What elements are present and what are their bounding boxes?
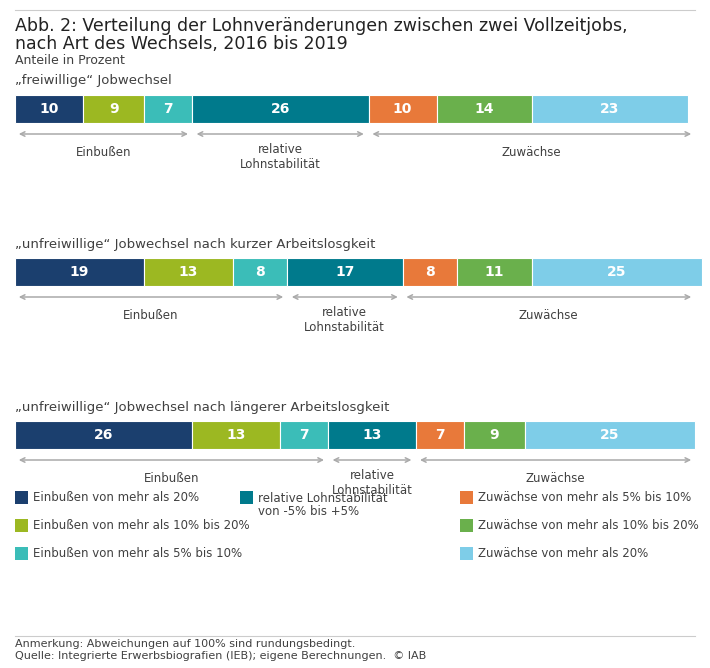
Text: 25: 25 [607,265,626,279]
Text: 8: 8 [255,265,265,279]
Text: 7: 7 [163,102,173,116]
Text: 13: 13 [362,428,382,442]
Bar [532,258,701,286]
Text: 13: 13 [179,265,198,279]
Bar [144,95,192,123]
Text: relative Lohnstabilität: relative Lohnstabilität [258,492,388,505]
Bar [83,95,144,123]
Text: 25: 25 [600,428,620,442]
Text: Einbußen von mehr als 5% bis 10%: Einbußen von mehr als 5% bis 10% [33,547,242,560]
Text: 11: 11 [485,265,504,279]
Text: Quelle: Integrierte Erwerbsbiografien (IEB); eigene Berechnungen.  © IAB: Quelle: Integrierte Erwerbsbiografien (I… [15,651,426,661]
Text: relative
Lohnstabilität: relative Lohnstabilität [332,469,413,497]
Bar [437,95,532,123]
Bar [287,258,403,286]
Bar [15,258,144,286]
Text: Anteile in Prozent: Anteile in Prozent [15,54,125,67]
Text: Abb. 2: Verteilung der Lohnveränderungen zwischen zwei Vollzeitjobs,: Abb. 2: Verteilung der Lohnveränderungen… [15,17,628,35]
Text: Zuwächse: Zuwächse [526,472,586,485]
Bar [192,421,280,449]
Text: 10: 10 [393,102,413,116]
Text: Zuwächse von mehr als 10% bis 20%: Zuwächse von mehr als 10% bis 20% [478,519,699,532]
Text: Einbußen: Einbußen [76,146,131,159]
Text: Anmerkung: Abweichungen auf 100% sind rundungsbedingt.: Anmerkung: Abweichungen auf 100% sind ru… [15,639,356,649]
Bar [460,491,473,504]
Bar [416,421,464,449]
Bar [15,95,83,123]
Text: „freiwillige“ Jobwechsel: „freiwillige“ Jobwechsel [15,74,172,87]
Bar [460,547,473,560]
Bar [144,258,233,286]
Bar [368,95,437,123]
Text: relative
Lohnstabilität: relative Lohnstabilität [305,306,386,334]
Text: relative
Lohnstabilität: relative Lohnstabilität [240,143,321,171]
Bar [240,491,253,504]
Bar [460,519,473,532]
Bar [464,421,525,449]
Bar [525,421,695,449]
Text: 23: 23 [601,102,620,116]
Bar [457,258,532,286]
Text: 26: 26 [271,102,290,116]
Text: „unfreiwillige“ Jobwechsel nach kurzer Arbeitslosgkeit: „unfreiwillige“ Jobwechsel nach kurzer A… [15,238,376,251]
Text: Einbußen: Einbußen [124,309,179,322]
Text: Zuwächse: Zuwächse [502,146,562,159]
Bar [280,421,328,449]
Text: 7: 7 [435,428,444,442]
Text: Zuwächse: Zuwächse [519,309,579,322]
Text: 9: 9 [109,102,119,116]
Text: nach Art des Wechsels, 2016 bis 2019: nach Art des Wechsels, 2016 bis 2019 [15,35,348,53]
Text: Zuwächse von mehr als 5% bis 10%: Zuwächse von mehr als 5% bis 10% [478,491,692,504]
Text: 17: 17 [335,265,354,279]
Text: „unfreiwillige“ Jobwechsel nach längerer Arbeitslosgkeit: „unfreiwillige“ Jobwechsel nach längerer… [15,401,389,414]
Bar [192,95,368,123]
Bar [532,95,688,123]
Text: 8: 8 [425,265,435,279]
Text: Einbußen von mehr als 20%: Einbußen von mehr als 20% [33,491,199,504]
Text: 10: 10 [39,102,59,116]
Text: 14: 14 [474,102,494,116]
Text: 19: 19 [70,265,89,279]
Bar [15,421,192,449]
Text: Zuwächse von mehr als 20%: Zuwächse von mehr als 20% [478,547,648,560]
Text: 7: 7 [299,428,309,442]
Bar [403,258,457,286]
Text: Einbußen von mehr als 10% bis 20%: Einbußen von mehr als 10% bis 20% [33,519,250,532]
Text: 26: 26 [94,428,113,442]
Bar [15,547,28,560]
Text: 13: 13 [226,428,246,442]
Bar [328,421,416,449]
Text: Einbußen: Einbußen [143,472,199,485]
Bar [15,519,28,532]
Text: von -5% bis +5%: von -5% bis +5% [258,505,359,518]
Bar [233,258,287,286]
Text: 9: 9 [490,428,499,442]
Bar [15,491,28,504]
